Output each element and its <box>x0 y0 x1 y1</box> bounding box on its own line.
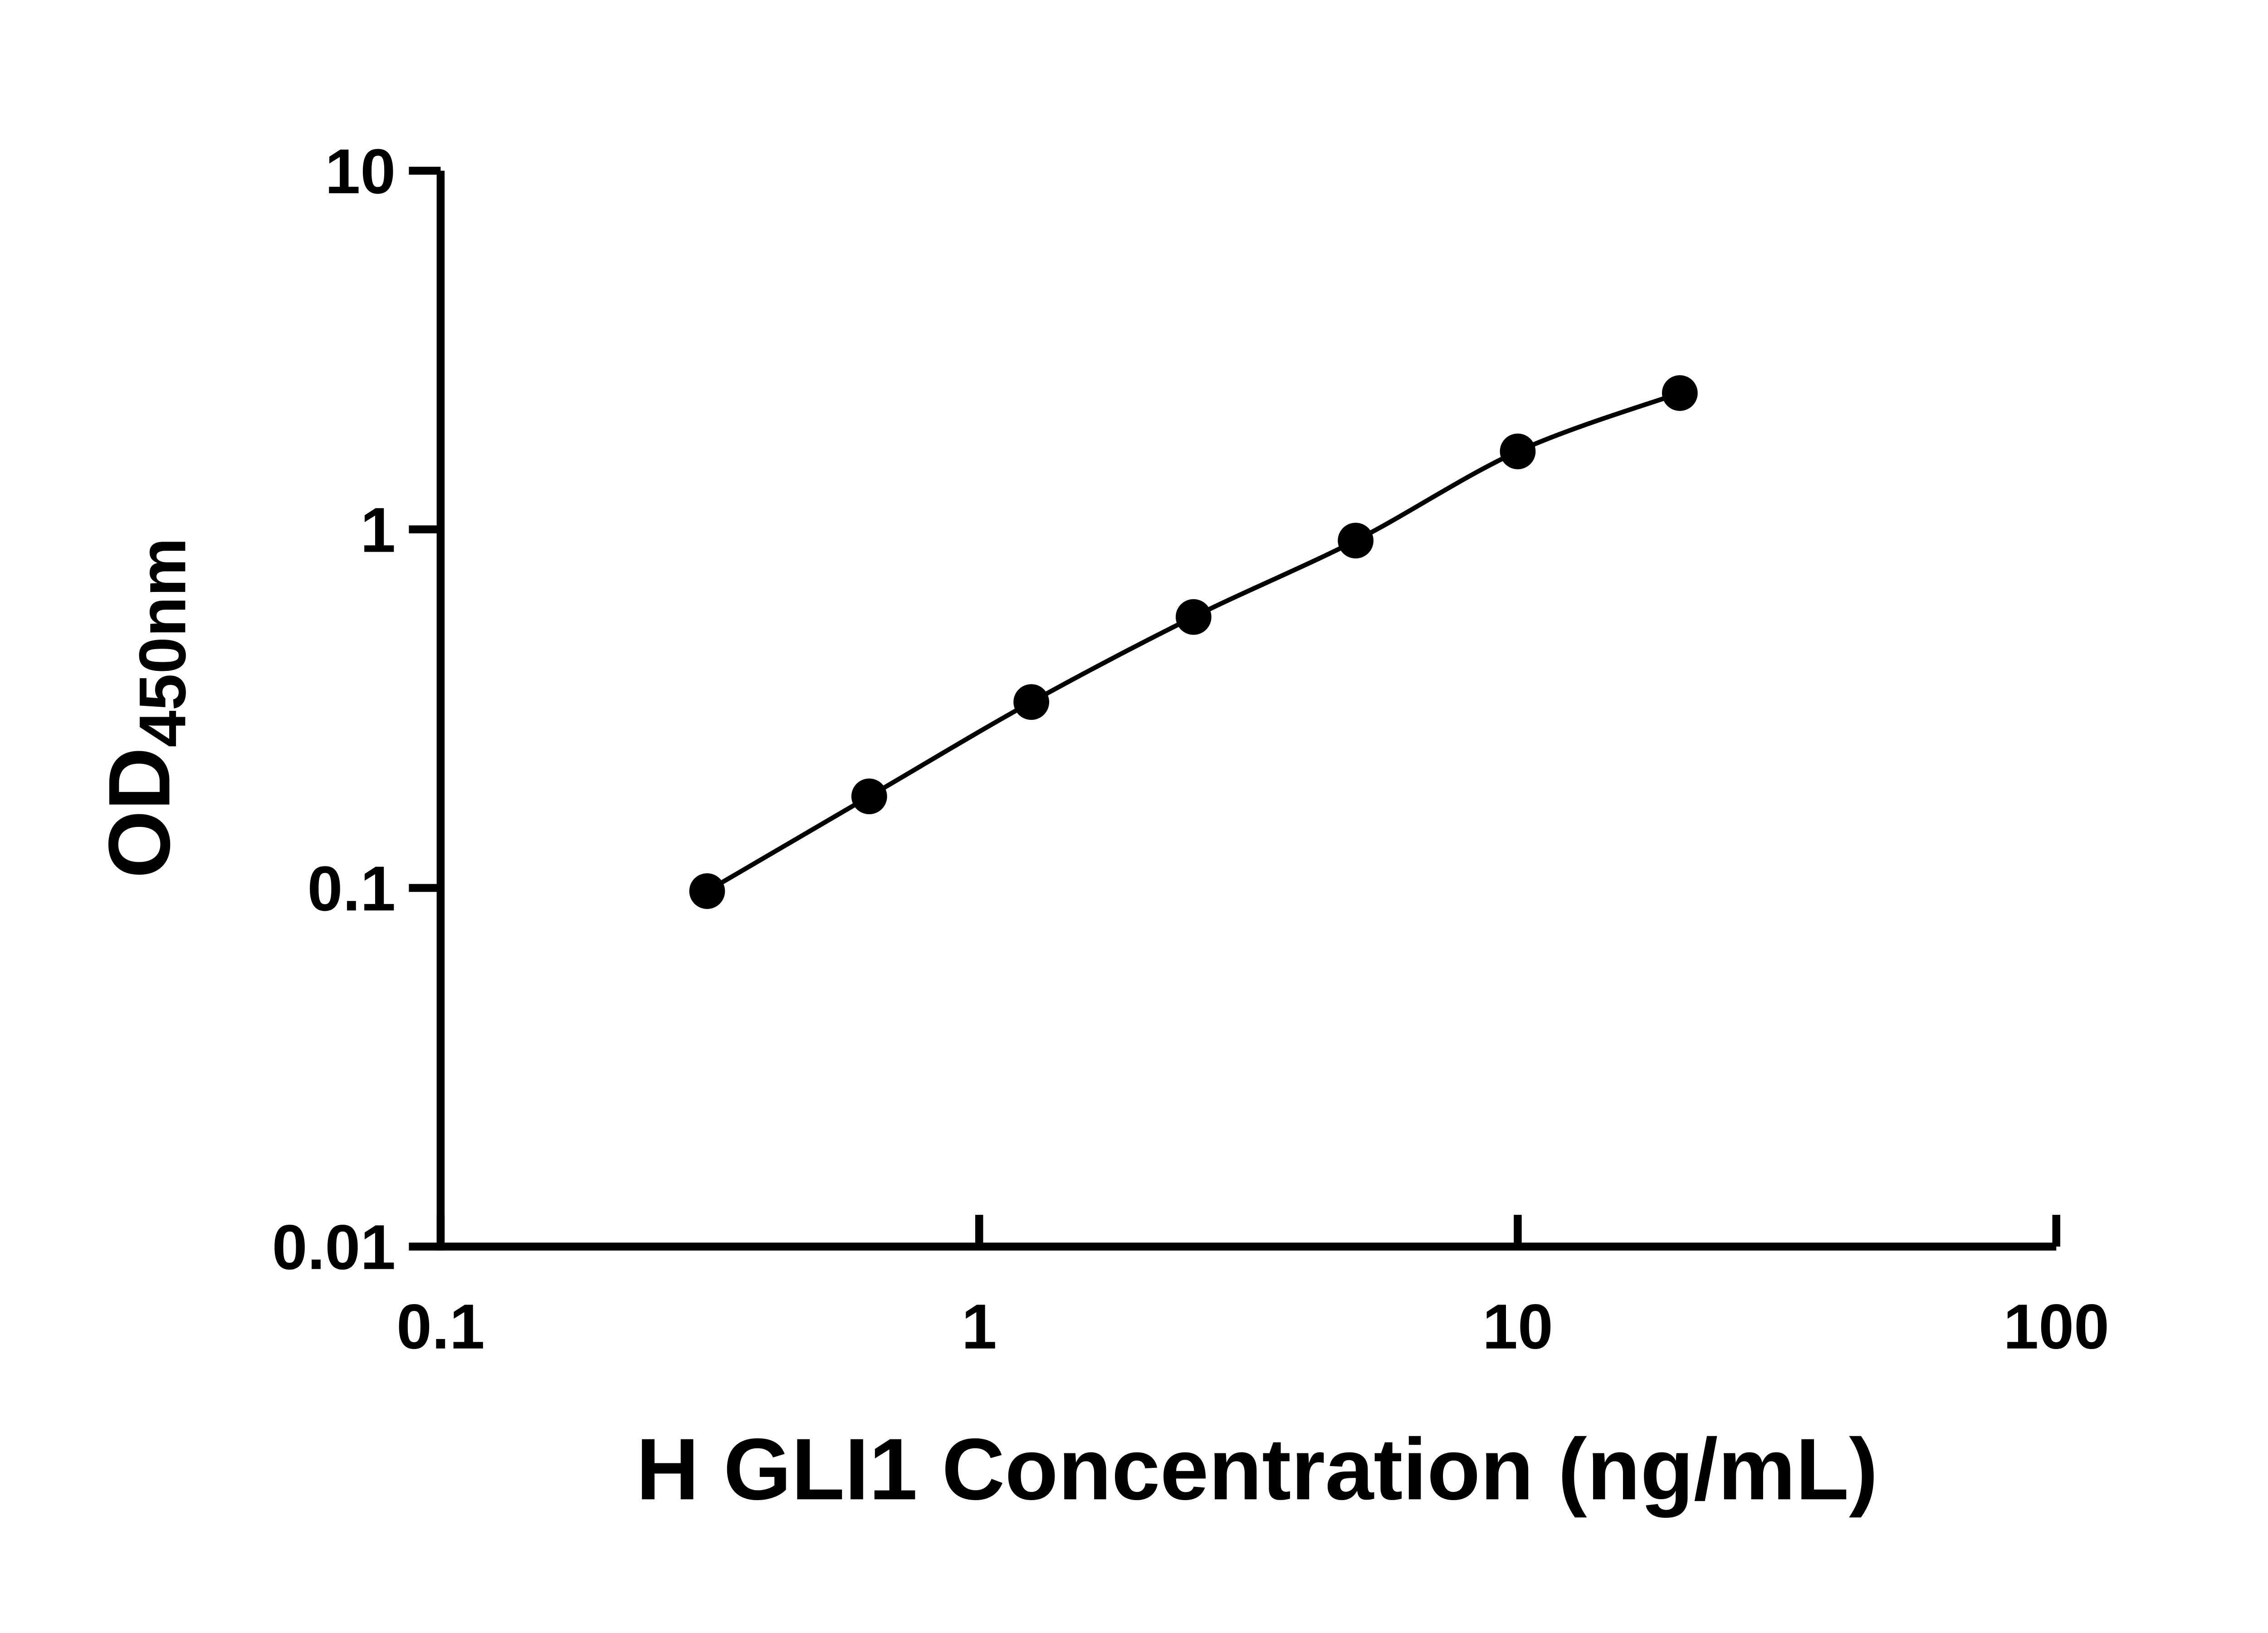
data-point-marker <box>1013 684 1050 720</box>
data-point-marker <box>1175 599 1212 635</box>
standard-curve-line <box>706 391 1681 893</box>
y-tick-label: 1 <box>360 494 396 566</box>
y-axis-title-subscript: 450nm <box>125 538 199 747</box>
data-point-marker <box>689 873 725 909</box>
data-point-marker <box>851 778 887 815</box>
data-point-marker <box>1338 523 1374 559</box>
y-tick-label: 0.1 <box>308 853 396 924</box>
x-axis-title: H GLI1 Concentration (ng/mL) <box>636 1420 1878 1518</box>
x-tick-label: 0.1 <box>396 1291 485 1362</box>
y-axis-title: OD450nm <box>90 538 199 878</box>
data-point-marker <box>1662 375 1698 411</box>
x-tick-label: 10 <box>1482 1291 1553 1362</box>
y-tick-label: 0.01 <box>272 1212 396 1283</box>
x-tick-label: 1 <box>962 1291 997 1362</box>
x-tick-label: 100 <box>2003 1291 2109 1362</box>
y-tick-label: 10 <box>325 136 396 207</box>
data-point-marker <box>1500 433 1536 469</box>
y-axis-title-main: OD <box>90 747 188 878</box>
